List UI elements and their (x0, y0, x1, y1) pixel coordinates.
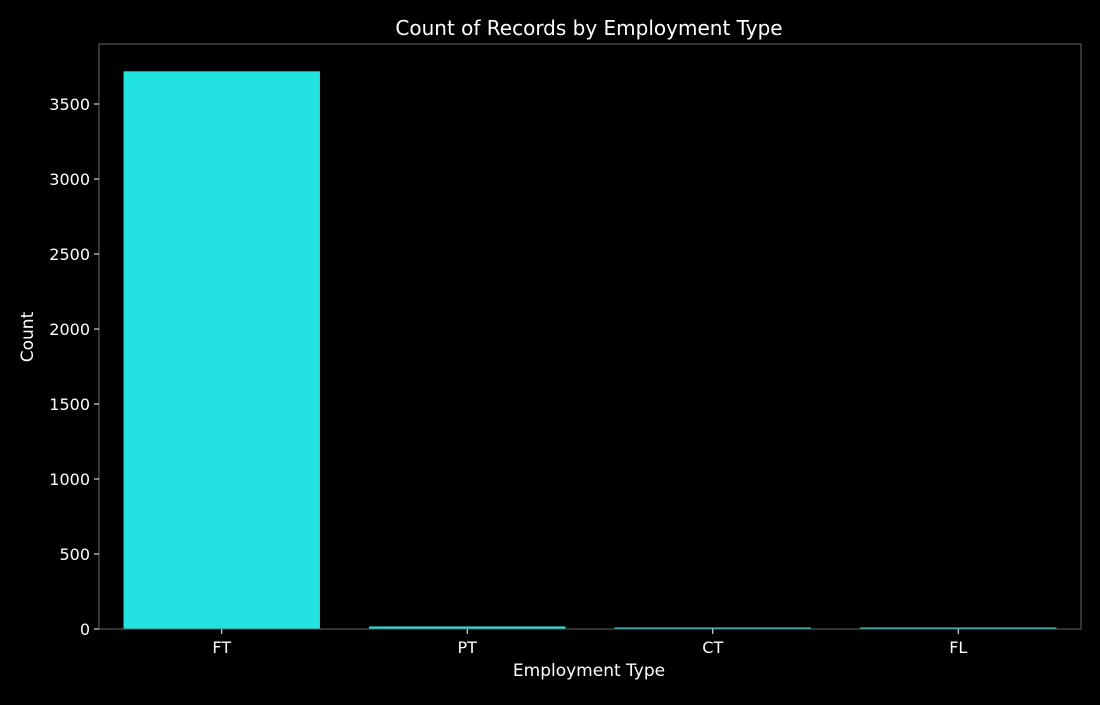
bar-ct (614, 627, 811, 629)
y-axis-label: Count (18, 311, 38, 362)
y-tick-label: 0 (80, 620, 90, 639)
x-tick-label: PT (458, 638, 478, 657)
y-tick-label: 3500 (49, 95, 90, 114)
y-tick-label: 2000 (49, 320, 90, 339)
bar-fl (860, 627, 1057, 629)
x-tick-label: FL (949, 638, 967, 657)
x-tick-label: CT (702, 638, 723, 657)
y-tick-label: 1000 (49, 470, 90, 489)
x-tick-label: FT (212, 638, 231, 657)
axes-frame (98, 43, 1082, 630)
bar-ft (123, 71, 320, 630)
y-tick-label: 2500 (49, 245, 90, 264)
bar-pt (369, 626, 566, 629)
x-axis-label: Employment Type (513, 661, 665, 681)
y-tick-label: 500 (59, 545, 90, 564)
y-tick-label: 1500 (49, 395, 90, 414)
plot-area: 0 500 1000 1500 2000 2500 3000 3500 FT PT CT FL (49, 43, 1082, 657)
chart-title: Count of Records by Employment Type (395, 16, 782, 40)
y-tick-label: 3000 (49, 170, 90, 189)
